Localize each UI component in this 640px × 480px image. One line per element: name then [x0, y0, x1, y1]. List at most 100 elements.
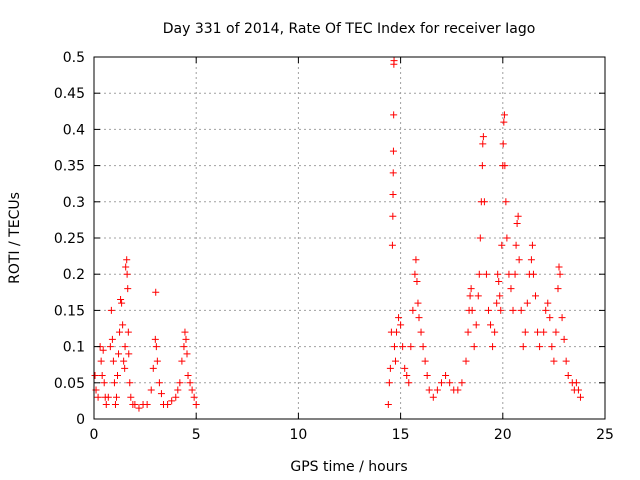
- data-point: [407, 343, 415, 351]
- data-point: [550, 357, 558, 365]
- data-point: [497, 306, 505, 314]
- x-axis-label: GPS time / hours: [290, 459, 407, 475]
- data-point: [126, 379, 134, 387]
- data-point: [501, 162, 509, 170]
- data-point: [390, 111, 398, 119]
- data-point: [121, 364, 129, 372]
- data-point: [472, 321, 480, 329]
- data-point: [480, 198, 488, 206]
- data-point: [384, 401, 392, 409]
- data-point: [546, 314, 554, 322]
- data-point: [405, 379, 413, 387]
- x-tick-label: 15: [392, 427, 410, 443]
- data-point: [127, 393, 135, 401]
- data-point: [495, 277, 503, 285]
- data-point: [391, 357, 399, 365]
- data-point: [393, 328, 401, 336]
- data-point: [425, 386, 433, 394]
- data-point: [115, 350, 123, 358]
- data-point: [389, 147, 397, 155]
- data-point: [413, 277, 421, 285]
- y-axis-label: ROTI / TECUs: [7, 192, 23, 284]
- data-point: [482, 270, 490, 278]
- data-point: [107, 306, 115, 314]
- grid-lines: [94, 57, 605, 419]
- data-point: [401, 364, 409, 372]
- data-point: [513, 220, 521, 228]
- data-point: [503, 234, 511, 242]
- data-point: [487, 321, 495, 329]
- data-point: [124, 328, 132, 336]
- data-point: [122, 263, 130, 271]
- data-point: [386, 364, 394, 372]
- data-point: [176, 379, 184, 387]
- data-point: [153, 357, 161, 365]
- data-point: [534, 328, 542, 336]
- data-point: [517, 306, 525, 314]
- data-point: [157, 390, 165, 398]
- data-point: [186, 379, 194, 387]
- y-tick-label: 0: [76, 412, 85, 428]
- data-point: [489, 343, 497, 351]
- y-tick-label: 0.4: [63, 122, 85, 138]
- data-point: [540, 328, 548, 336]
- data-point: [188, 386, 196, 394]
- data-point: [532, 292, 540, 300]
- data-point: [184, 372, 192, 380]
- data-point: [183, 350, 191, 358]
- data-point: [464, 328, 472, 336]
- x-tick-label: 5: [192, 427, 201, 443]
- data-point: [500, 111, 508, 119]
- data-point: [474, 292, 482, 300]
- data-point: [181, 328, 189, 336]
- y-tick-label: 0.1: [63, 340, 85, 356]
- data-point: [403, 372, 411, 380]
- data-point: [94, 393, 102, 401]
- data-points: [91, 57, 584, 412]
- data-point: [172, 393, 180, 401]
- x-tick-label: 10: [289, 427, 307, 443]
- y-tick-label: 0.5: [63, 50, 85, 66]
- data-point: [511, 270, 519, 278]
- data-point: [106, 343, 114, 351]
- data-point: [462, 357, 470, 365]
- data-point: [521, 328, 529, 336]
- data-point: [442, 372, 450, 380]
- data-point: [91, 372, 99, 380]
- data-point: [529, 270, 537, 278]
- data-point: [389, 191, 397, 199]
- data-point: [494, 270, 502, 278]
- data-point: [556, 270, 564, 278]
- data-point: [478, 162, 486, 170]
- data-point: [574, 386, 582, 394]
- data-point: [121, 343, 129, 351]
- x-tick-label: 0: [90, 427, 99, 443]
- data-point: [523, 299, 531, 307]
- data-point: [414, 299, 422, 307]
- data-point: [527, 256, 535, 264]
- data-point: [149, 364, 157, 372]
- y-tick-label: 0.25: [54, 231, 85, 247]
- data-point: [99, 346, 107, 354]
- data-point: [152, 288, 160, 296]
- data-point: [544, 299, 552, 307]
- data-point: [467, 285, 475, 293]
- data-point: [135, 404, 143, 412]
- data-point: [548, 343, 556, 351]
- data-point: [446, 379, 454, 387]
- data-point: [190, 393, 198, 401]
- data-point: [389, 212, 397, 220]
- data-point: [528, 241, 536, 249]
- data-point: [536, 343, 544, 351]
- data-point: [500, 118, 508, 126]
- data-point: [98, 372, 106, 380]
- data-point: [576, 393, 584, 401]
- data-point: [433, 386, 441, 394]
- chart-title: Day 331 of 2014, Rate Of TEC Index for r…: [163, 21, 536, 37]
- data-point: [412, 256, 420, 264]
- data-point: [97, 357, 105, 365]
- data-point: [395, 314, 403, 322]
- data-point: [429, 393, 437, 401]
- data-point: [399, 343, 407, 351]
